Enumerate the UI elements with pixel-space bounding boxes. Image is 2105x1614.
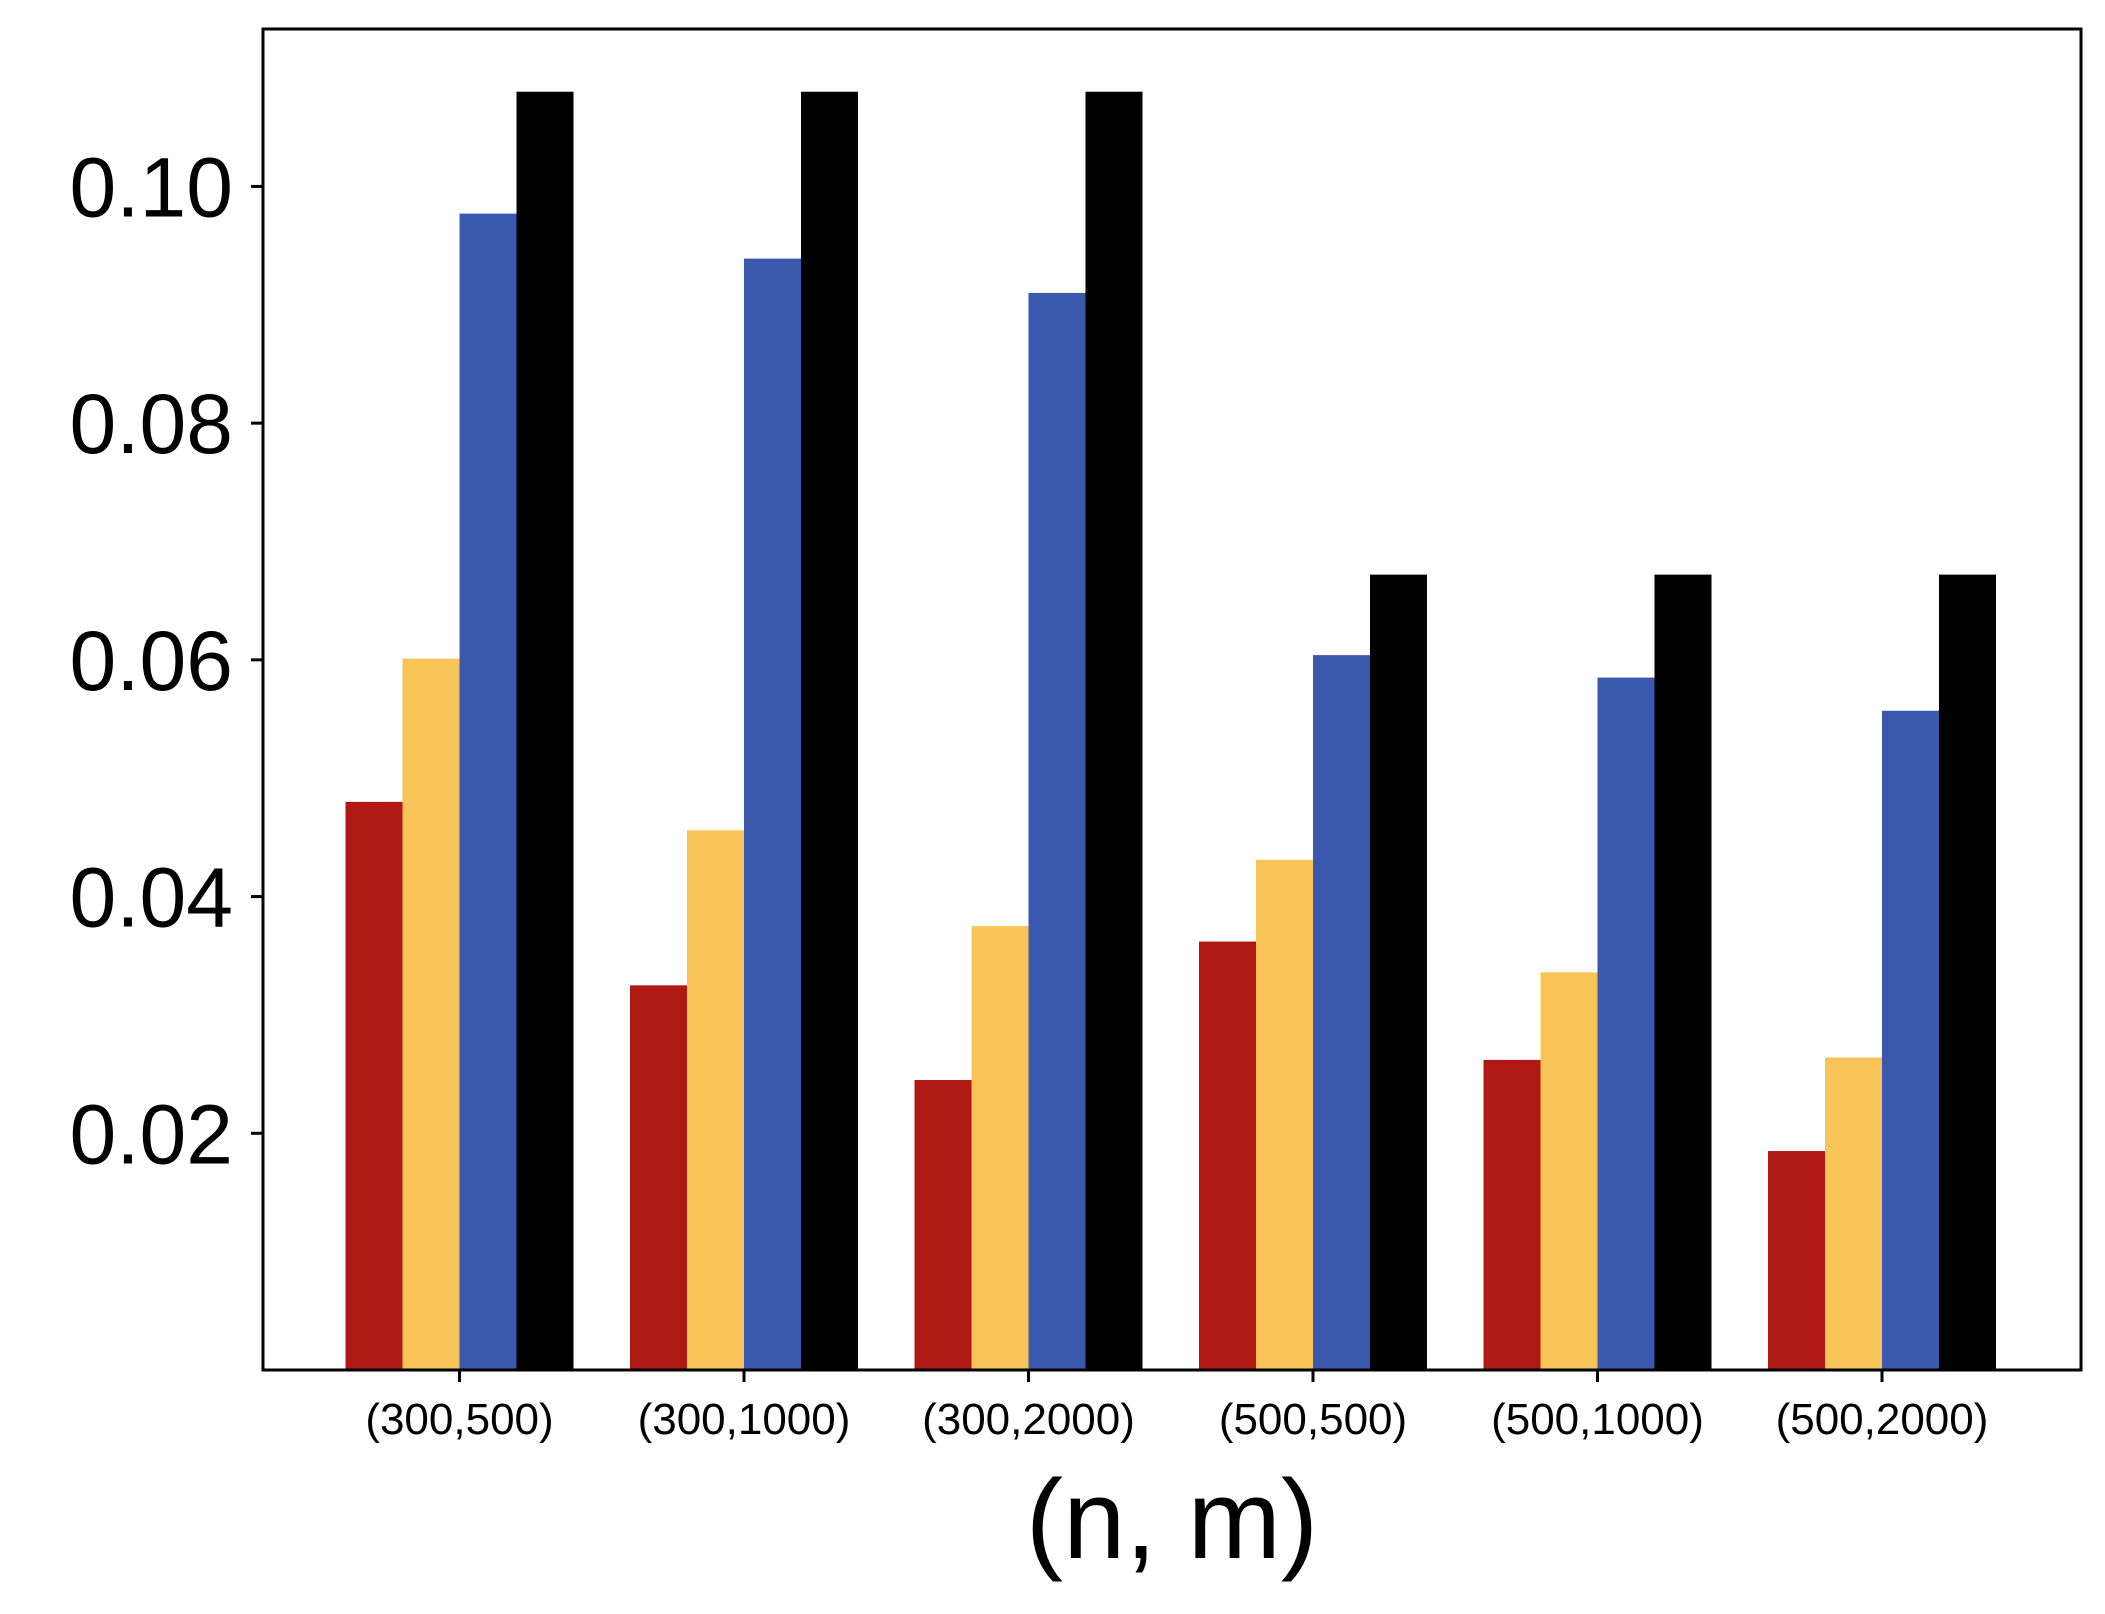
bar-series-4-cat-4 [1370,574,1427,1370]
bar-series-3-cat-2 [744,258,801,1370]
bar-series-2-cat-6 [1825,1057,1882,1370]
x-axis-title: (n, m) [1026,1457,1318,1582]
x-tick-label: (500,2000) [1776,1395,1989,1444]
x-tick-label: (500,1000) [1491,1395,1704,1444]
y-tick-label: 0.06 [70,614,234,708]
bar-series-4-cat-3 [1085,91,1143,1371]
y-tick-label: 0.08 [70,377,234,471]
bar-series-4-cat-5 [1654,574,1712,1370]
x-axis: (300,500) (300,1000) (300,2000) (500,500) (5… [365,1370,1988,1444]
bar-series-1-cat-6 [1768,1151,1825,1370]
y-tick-label: 0.02 [70,1087,234,1181]
bar-series-3-cat-4 [1313,655,1370,1370]
y-tick-label: 0.10 [70,140,234,234]
bar-series-1-cat-4 [1199,941,1256,1370]
bars-group [345,91,1996,1371]
bar-series-3-cat-6 [1882,710,1939,1370]
bar-series-2-cat-2 [687,830,744,1370]
bar-series-3-cat-3 [1028,292,1086,1371]
bar-series-2-cat-4 [1256,859,1313,1370]
bar-series-1-cat-2 [630,985,687,1370]
x-tick-label: (300,2000) [922,1395,1135,1444]
plot-frame [261,27,2083,1372]
bar-series-2-cat-5 [1540,972,1598,1370]
bar-series-3-cat-1 [459,213,517,1370]
y-tick-label: 0.04 [70,851,234,945]
bar-series-2-cat-3 [971,926,1029,1370]
bar-series-1-cat-1 [345,801,403,1370]
x-tick-label: (500,500) [1219,1395,1407,1444]
bar-series-4-cat-1 [516,91,574,1371]
x-tick-label: (300,1000) [638,1395,851,1444]
bar-series-3-cat-5 [1597,677,1655,1370]
x-tick-label: (300,500) [365,1395,553,1444]
y-axis: 0.02 0.04 0.06 0.08 0.10 [70,140,263,1181]
bar-series-4-cat-6 [1939,574,1996,1370]
bar-series-2-cat-1 [402,658,460,1370]
bar-series-4-cat-2 [801,91,858,1371]
bar-series-1-cat-3 [914,1080,972,1370]
bar-series-1-cat-5 [1483,1059,1541,1370]
